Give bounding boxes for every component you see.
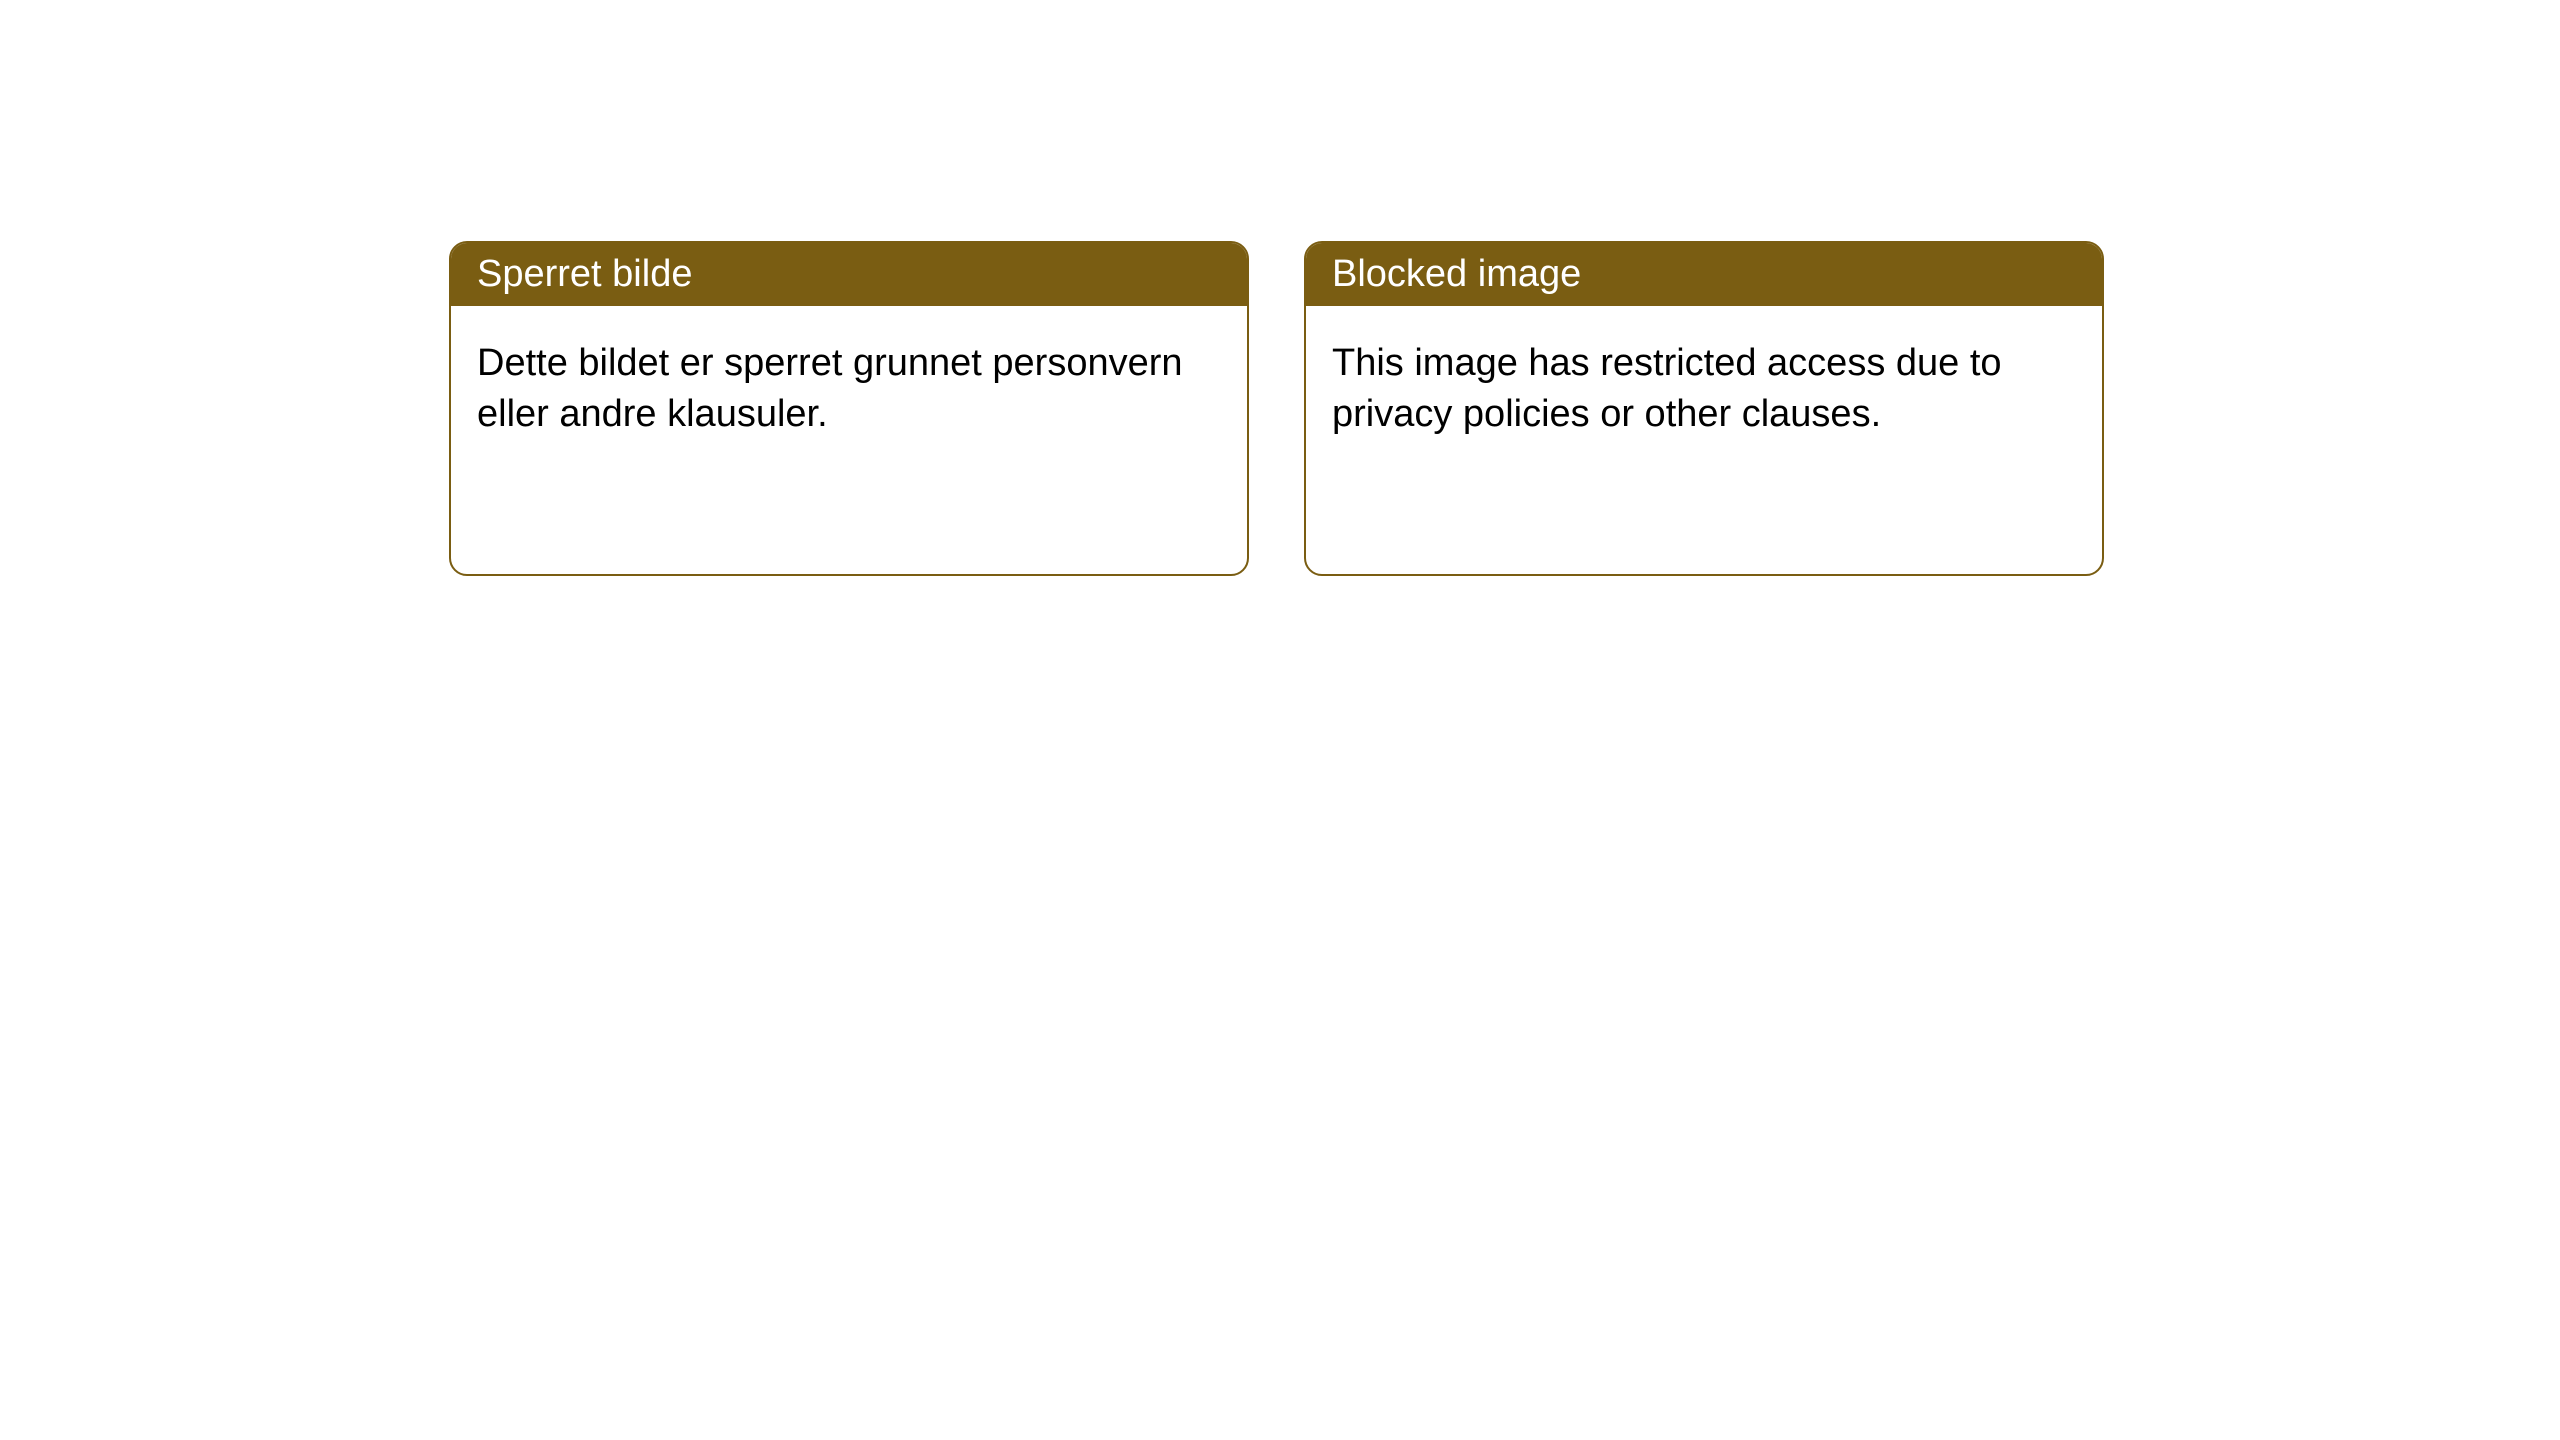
- notice-card-english: Blocked image This image has restricted …: [1304, 241, 2104, 576]
- notice-title-english: Blocked image: [1306, 243, 2102, 306]
- notice-title-norwegian: Sperret bilde: [451, 243, 1247, 306]
- notice-body-norwegian: Dette bildet er sperret grunnet personve…: [451, 306, 1247, 473]
- notice-container: Sperret bilde Dette bildet er sperret gr…: [449, 241, 2104, 576]
- notice-body-english: This image has restricted access due to …: [1306, 306, 2102, 473]
- notice-card-norwegian: Sperret bilde Dette bildet er sperret gr…: [449, 241, 1249, 576]
